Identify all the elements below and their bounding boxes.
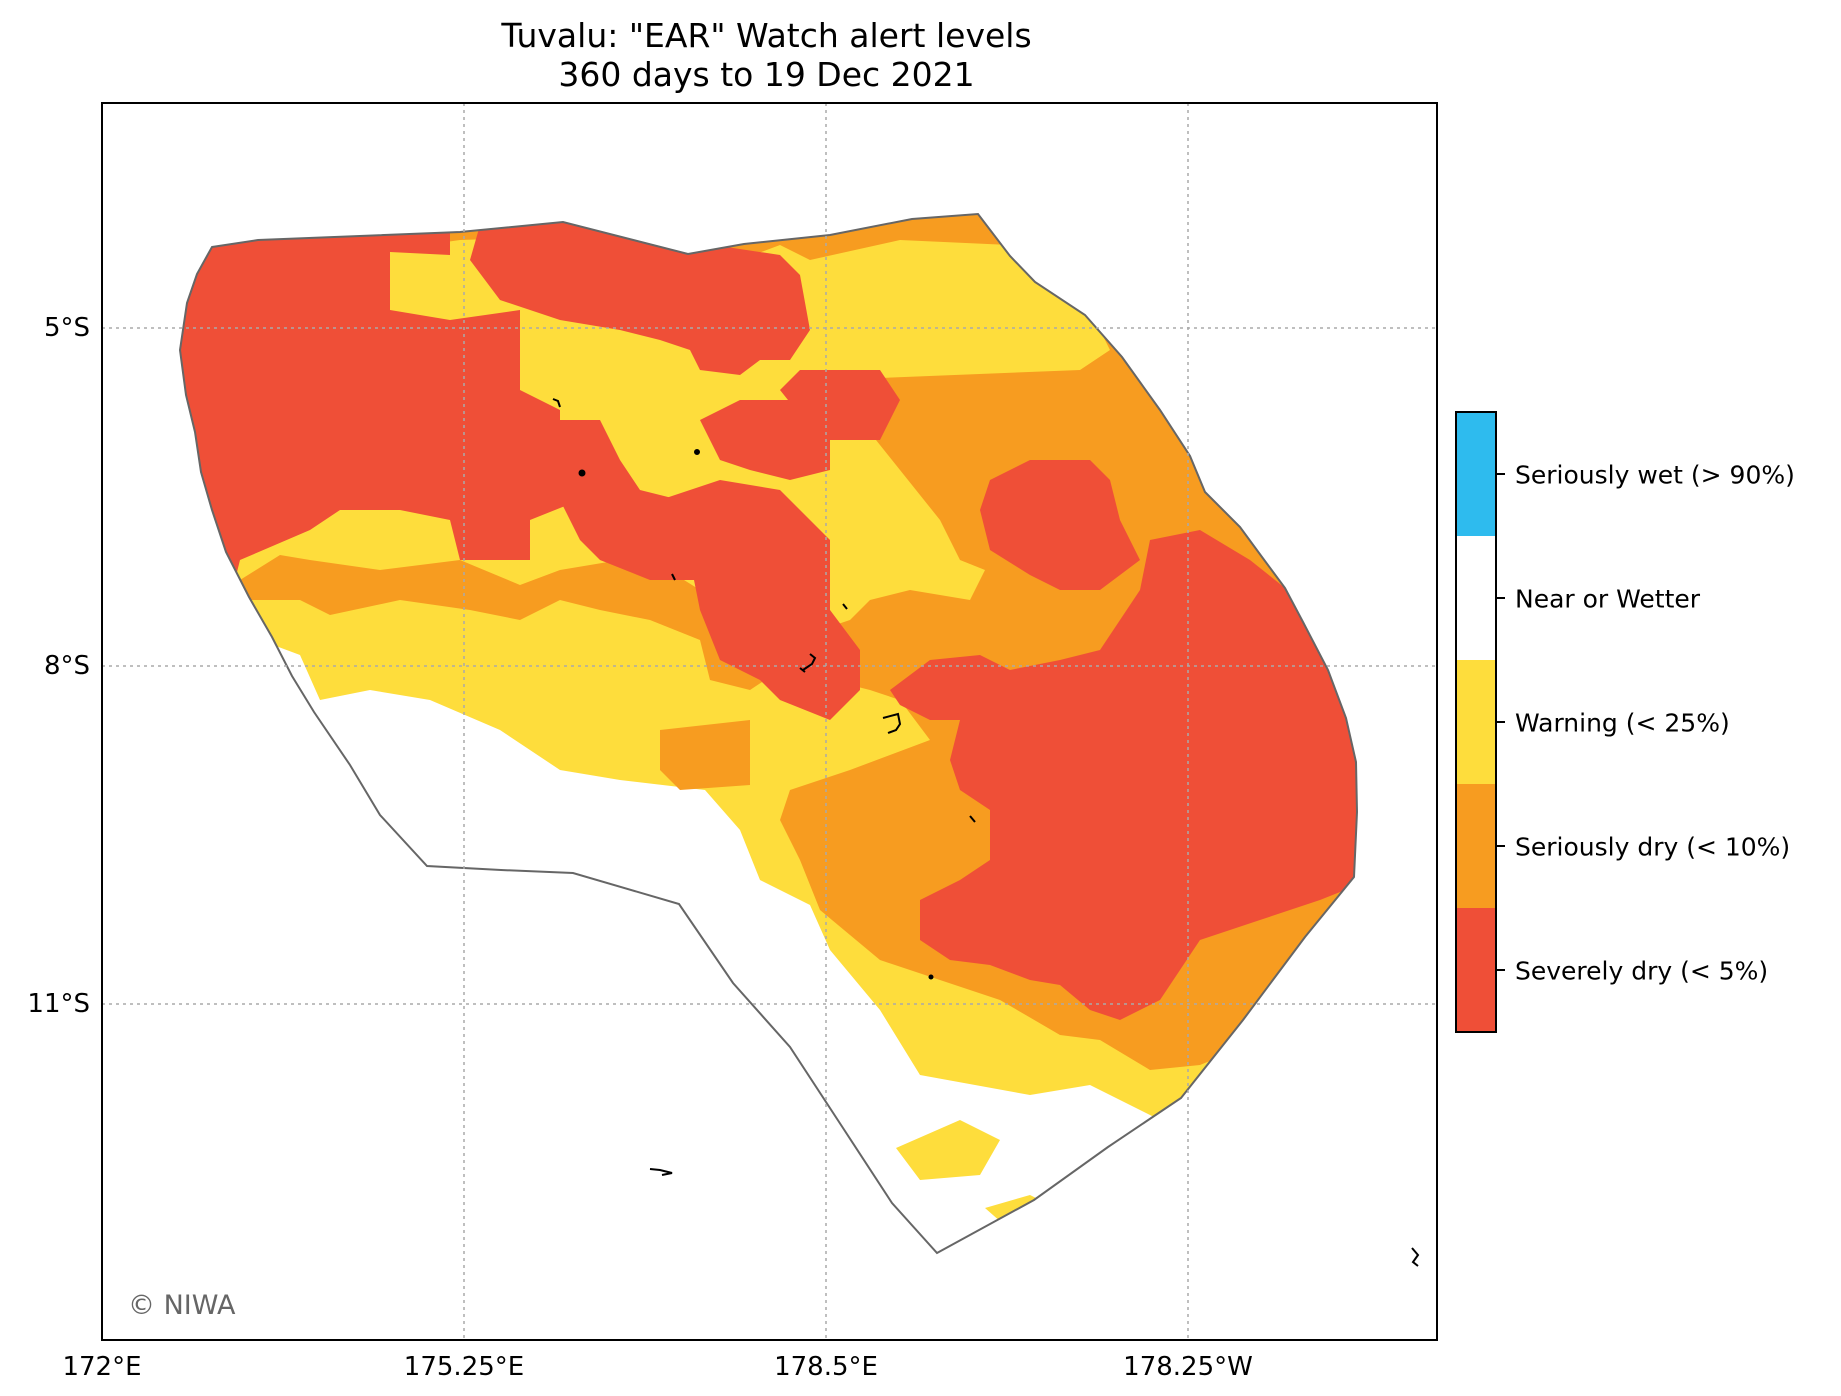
x-tick-label: 175.25°E — [403, 1352, 525, 1382]
colorbar-seriously-wet — [1456, 412, 1496, 536]
colorbar-seriously-dry — [1456, 784, 1496, 908]
island-niulakita — [928, 974, 934, 980]
colorbar-severely-dry — [1456, 908, 1496, 1032]
x-tick-label: 178.25°W — [1123, 1352, 1253, 1382]
island-nanumanga — [694, 449, 700, 455]
island-nukufetau — [799, 653, 817, 673]
x-tick-label: 178.5°E — [774, 1352, 878, 1382]
y-tick-label: 11°S — [27, 989, 90, 1019]
legend-label-seriously-wet: Seriously wet (> 90%) — [1515, 460, 1795, 490]
legend-label-seriously-dry: Seriously dry (< 10%) — [1515, 832, 1791, 862]
severely-dry-region — [180, 214, 1357, 1020]
colorbar — [1455, 411, 1505, 1033]
colorbar-near-or-wetter — [1456, 536, 1496, 660]
island-wallis — [1411, 1247, 1420, 1267]
legend-label-warning: Warning (< 25%) — [1515, 708, 1730, 738]
niwa-credit: © NIWA — [128, 1290, 236, 1321]
y-tick-label: 8°S — [43, 651, 90, 681]
map-title: Tuvalu: "EAR" Watch alert levels — [501, 16, 1032, 55]
colorbar-warning — [1456, 660, 1496, 784]
island-rotuma — [649, 1168, 673, 1176]
island-nanumea — [552, 398, 561, 408]
legend-label-severely-dry: Severely dry (< 5%) — [1515, 956, 1769, 986]
axes-frame — [101, 102, 1438, 1341]
islands — [552, 398, 1420, 1267]
island-vaitupu — [842, 603, 848, 610]
island-funafuti — [882, 712, 902, 734]
island-niutao — [578, 469, 586, 477]
gridlines — [102, 103, 1437, 1340]
eez-boundary — [178, 212, 1359, 1255]
island-nukulaelae — [969, 815, 976, 823]
legend-label-near-or-wetter: Near or Wetter — [1515, 584, 1701, 614]
island-nui — [671, 573, 676, 581]
x-tick-label: 172°E — [62, 1352, 142, 1382]
y-tick-label: 5°S — [43, 313, 90, 343]
map-subtitle: 360 days to 19 Dec 2021 — [558, 55, 975, 94]
